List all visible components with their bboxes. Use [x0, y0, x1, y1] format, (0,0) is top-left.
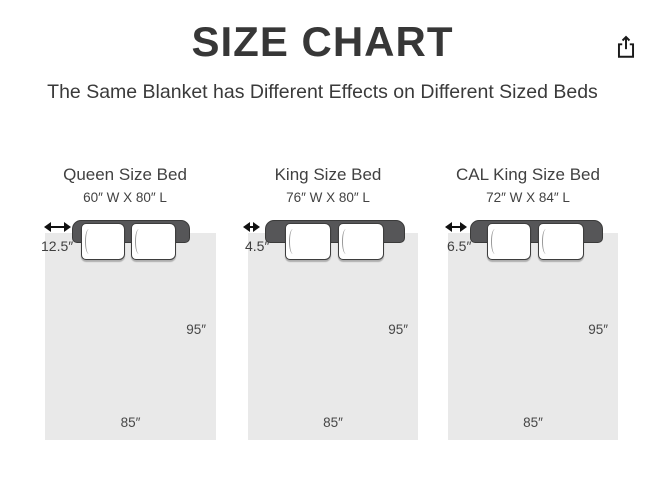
- blanket-length-label: 95″: [186, 322, 206, 337]
- chart-subtitle: The Same Blanket has Different Effects o…: [47, 81, 598, 103]
- blanket-length-label: 95″: [388, 322, 408, 337]
- pillow-right: [131, 223, 176, 260]
- overhang-arrow-icon: [243, 222, 260, 232]
- blanket-area: 95″ 85″: [248, 233, 418, 440]
- overhang-arrow-icon: [445, 222, 467, 232]
- blanket-width-label: 85″: [323, 415, 343, 430]
- bed-name: CAL King Size Bed: [456, 165, 600, 184]
- bed-dimensions: 76″ W X 80″ L: [286, 190, 370, 205]
- overhang-label: 6.5″: [447, 238, 472, 254]
- overhang-label: 4.5″: [245, 238, 270, 254]
- share-icon: [613, 34, 641, 60]
- blanket-area: 95″ 85″: [45, 233, 216, 440]
- blanket-length-label: 95″: [588, 322, 608, 337]
- overhang-arrow-icon: [44, 222, 71, 232]
- bed-column-cal-king: CAL King Size Bed 72″ W X 84″ L 95″ 85″ …: [428, 160, 628, 470]
- bed-name: Queen Size Bed: [63, 165, 187, 184]
- pillow-left: [81, 223, 125, 260]
- blanket-width-label: 85″: [523, 415, 543, 430]
- pillow-left: [285, 223, 331, 260]
- pillow-left: [487, 223, 531, 260]
- blanket-width-label: 85″: [120, 415, 141, 430]
- bed-dimensions: 72″ W X 84″ L: [486, 190, 570, 205]
- share-button[interactable]: [613, 33, 641, 61]
- overhang-label: 12.5″: [41, 238, 74, 254]
- page-title: SIZE CHART: [191, 18, 454, 65]
- blanket-area: 95″ 85″: [448, 233, 618, 440]
- bed-name: King Size Bed: [274, 165, 382, 184]
- bed-dimensions: 60″ W X 80″ L: [83, 190, 167, 205]
- bed-column-queen: Queen Size Bed 60″ W X 80″ L 95″ 85″ 12.…: [25, 160, 225, 470]
- pillow-right: [338, 223, 384, 260]
- bed-column-king: King Size Bed 76″ W X 80″ L 95″ 85″ 4.5″: [228, 160, 428, 470]
- pillow-right: [538, 223, 584, 260]
